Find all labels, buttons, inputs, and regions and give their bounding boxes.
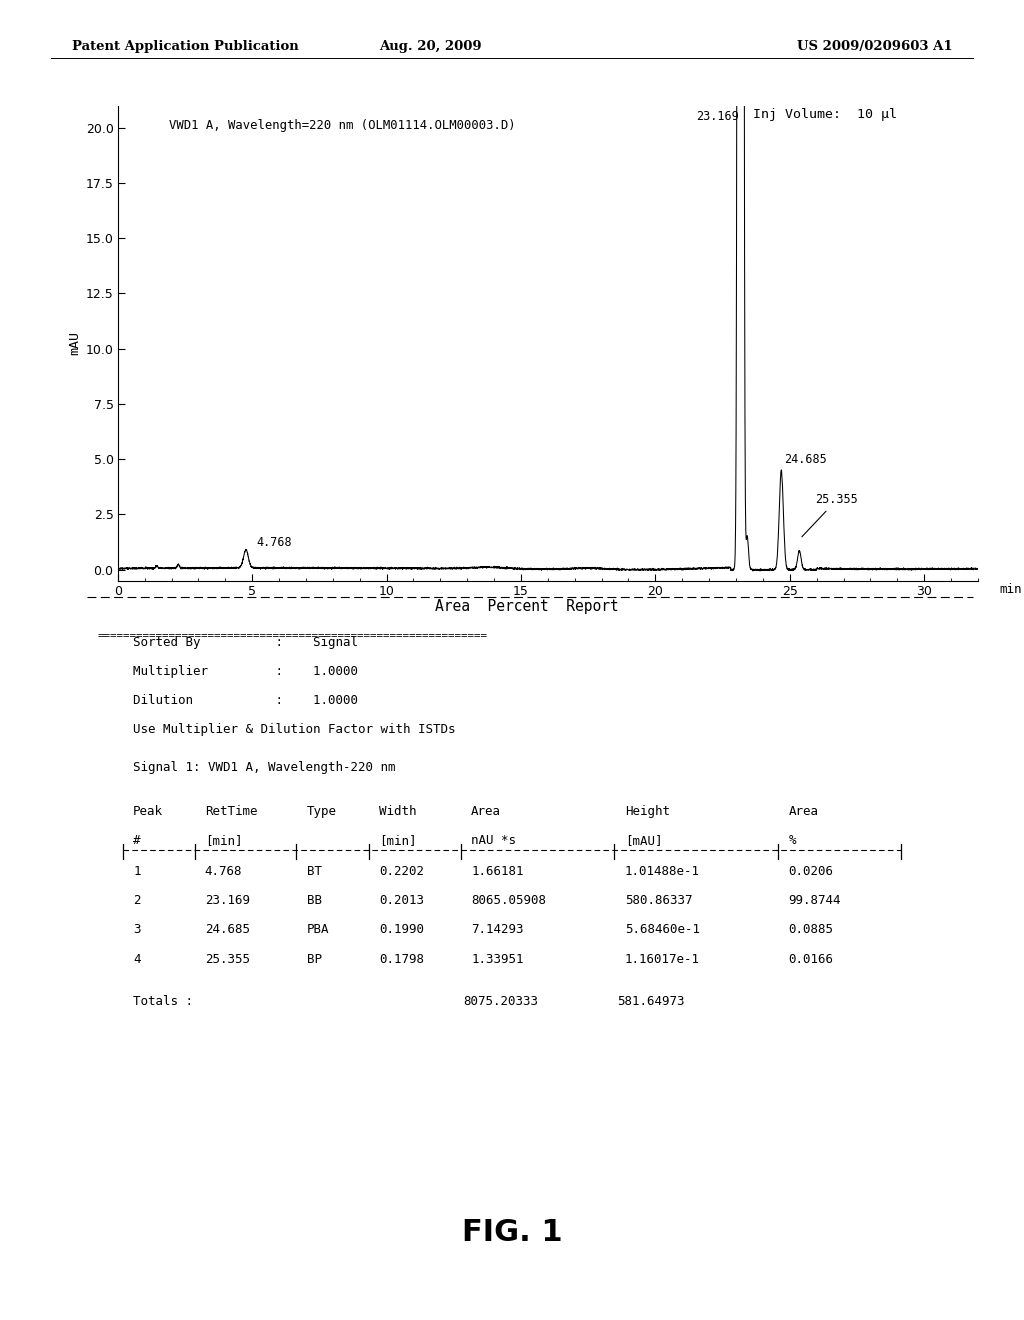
Text: Height: Height	[625, 805, 670, 817]
Text: 4.768: 4.768	[256, 536, 292, 549]
Text: [mAU]: [mAU]	[625, 834, 663, 846]
Text: 0.0166: 0.0166	[788, 953, 834, 965]
Text: 0.1798: 0.1798	[379, 953, 424, 965]
Text: US 2009/0209603 A1: US 2009/0209603 A1	[797, 40, 952, 53]
Text: 580.86337: 580.86337	[625, 895, 692, 907]
Text: 25.355: 25.355	[205, 953, 250, 965]
Text: 23.169: 23.169	[205, 895, 250, 907]
Text: 0.1990: 0.1990	[379, 924, 424, 936]
Text: Use Multiplier & Dilution Factor with ISTDs: Use Multiplier & Dilution Factor with IS…	[133, 723, 456, 737]
Text: 8065.05908: 8065.05908	[471, 895, 546, 907]
Text: 0.2202: 0.2202	[379, 866, 424, 878]
Text: Dilution           :    1.0000: Dilution : 1.0000	[133, 694, 358, 708]
Text: VWD1 A, Wavelength=220 nm (OLM01114.OLM00003.D): VWD1 A, Wavelength=220 nm (OLM01114.OLM0…	[169, 119, 516, 132]
Text: Area  Percent  Report: Area Percent Report	[435, 599, 620, 614]
Text: Peak: Peak	[133, 805, 163, 817]
Text: Type: Type	[307, 805, 337, 817]
Text: 5.68460e-1: 5.68460e-1	[625, 924, 699, 936]
Text: Multiplier         :    1.0000: Multiplier : 1.0000	[133, 665, 358, 678]
Text: Signal 1: VWD1 A, Wavelength-220 nm: Signal 1: VWD1 A, Wavelength-220 nm	[133, 762, 395, 774]
Text: BB: BB	[307, 895, 323, 907]
Text: 1: 1	[133, 866, 140, 878]
Text: 581.64973: 581.64973	[617, 995, 685, 1007]
Text: Area: Area	[788, 805, 818, 817]
Text: 0.2013: 0.2013	[379, 895, 424, 907]
Text: Patent Application Publication: Patent Application Publication	[72, 40, 298, 53]
Text: Area: Area	[471, 805, 501, 817]
Text: PBA: PBA	[307, 924, 330, 936]
Text: [min]: [min]	[205, 834, 243, 846]
Text: 99.8744: 99.8744	[788, 895, 841, 907]
Text: 1.66181: 1.66181	[471, 866, 523, 878]
Text: 1.33951: 1.33951	[471, 953, 523, 965]
Text: BT: BT	[307, 866, 323, 878]
Text: RetTime: RetTime	[205, 805, 257, 817]
Text: 4: 4	[133, 953, 140, 965]
Text: #: #	[133, 834, 140, 846]
Text: ============================================================: ========================================…	[97, 631, 487, 642]
Text: min: min	[999, 583, 1022, 597]
Text: Sorted By          :    Signal: Sorted By : Signal	[133, 636, 358, 649]
Text: 0.0885: 0.0885	[788, 924, 834, 936]
Text: 23.169: 23.169	[696, 111, 738, 123]
Text: 1.01488e-1: 1.01488e-1	[625, 866, 699, 878]
Text: 24.685: 24.685	[783, 453, 826, 466]
Text: BP: BP	[307, 953, 323, 965]
Text: Width: Width	[379, 805, 417, 817]
Text: 24.685: 24.685	[205, 924, 250, 936]
Text: 2: 2	[133, 895, 140, 907]
Text: 4.768: 4.768	[205, 866, 243, 878]
Text: 0.0206: 0.0206	[788, 866, 834, 878]
Text: 3: 3	[133, 924, 140, 936]
Text: 1.16017e-1: 1.16017e-1	[625, 953, 699, 965]
Text: nAU *s: nAU *s	[471, 834, 516, 846]
Text: 7.14293: 7.14293	[471, 924, 523, 936]
Text: Totals :: Totals :	[133, 995, 194, 1007]
Text: %: %	[788, 834, 796, 846]
Text: [min]: [min]	[379, 834, 417, 846]
Text: Aug. 20, 2009: Aug. 20, 2009	[379, 40, 481, 53]
Text: FIG. 1: FIG. 1	[462, 1218, 562, 1247]
Text: 8075.20333: 8075.20333	[463, 995, 538, 1007]
Y-axis label: mAU: mAU	[69, 331, 82, 355]
Text: 25.355: 25.355	[802, 494, 858, 537]
Text: Inj Volume:  10 μl: Inj Volume: 10 μl	[753, 108, 897, 121]
